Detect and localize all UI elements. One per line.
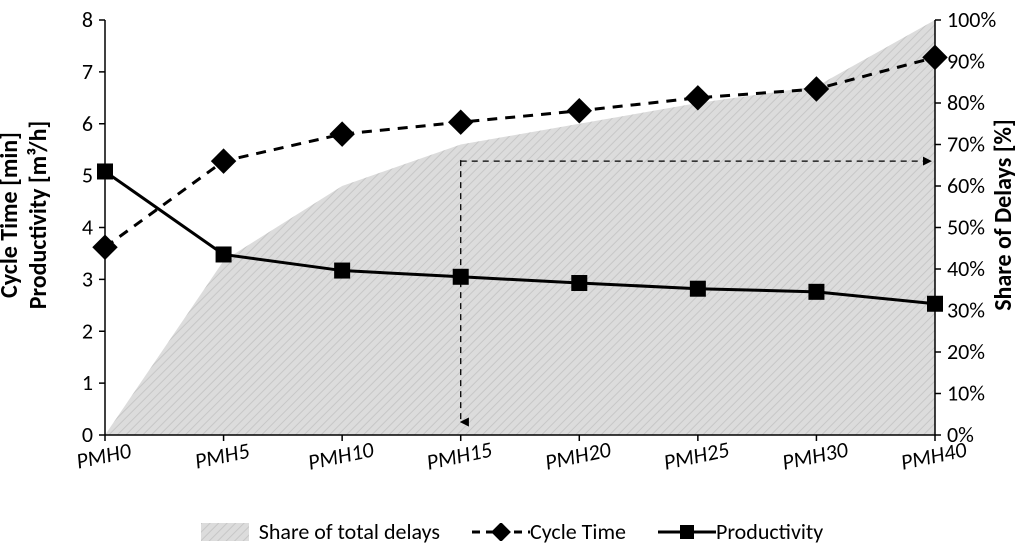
y-right-axis-label-text: Share of Delays [%]	[990, 119, 1019, 311]
y-right-tick-label: 70%	[947, 131, 985, 158]
legend-item-cycle: Cycle Time	[472, 518, 626, 545]
marker-diamond	[329, 121, 354, 146]
x-tick-label: PMH15	[424, 436, 494, 476]
y-left-tick-label: 7	[82, 58, 93, 85]
chart-svg: 0123456780%10%20%30%40%50%60%70%80%90%10…	[0, 0, 1024, 551]
marker-diamond	[211, 148, 236, 173]
legend-swatch-prod	[658, 523, 706, 541]
y-left-tick-label: 8	[82, 6, 93, 33]
x-tick-label: PMH25	[661, 436, 731, 476]
y-left-tick-label: 1	[82, 369, 93, 396]
y-right-tick-label: 60%	[947, 172, 985, 199]
marker-square	[97, 163, 113, 179]
legend-item-prod: Productivity	[658, 518, 823, 545]
y-left-tick-label: 4	[82, 214, 93, 241]
y-right-tick-label: 100%	[947, 6, 996, 33]
marker-square	[453, 269, 469, 285]
y-left-tick-label: 2	[82, 317, 93, 344]
marker-diamond	[567, 98, 592, 123]
marker-square	[571, 275, 587, 291]
y-right-axis-label: Share of Delays [%]	[990, 119, 1019, 311]
legend-swatch-cycle	[472, 523, 520, 541]
chart-container: Cycle Time [min]Productivity [m³/h] Shar…	[0, 0, 1024, 551]
y-left-tick-label: 5	[82, 162, 93, 189]
marker-square	[927, 296, 943, 312]
x-tick-label: PMH20	[543, 435, 614, 475]
marker-square	[334, 263, 350, 279]
legend-item-share: Share of total delays	[201, 518, 440, 545]
y-right-tick-label: 50%	[947, 214, 985, 241]
marker-square	[690, 281, 706, 297]
legend-label-prod: Productivity	[716, 518, 823, 545]
y-right-tick-label: 20%	[947, 338, 985, 365]
legend: Share of total delays Cycle Time Product…	[0, 518, 1024, 545]
y-left-axis-label-text: Cycle Time [min]Productivity [m³/h]	[0, 121, 53, 310]
x-tick-label: PMH40	[898, 435, 969, 475]
x-tick-label: PMH10	[305, 435, 376, 475]
x-tick-label: PMH5	[192, 437, 251, 475]
legend-swatch-share	[201, 523, 249, 541]
y-right-tick-label: 30%	[947, 297, 985, 324]
marker-square	[808, 284, 824, 300]
marker-diamond	[92, 234, 117, 259]
y-right-tick-label: 40%	[947, 255, 985, 282]
legend-label-share: Share of total delays	[259, 518, 440, 545]
y-right-tick-label: 90%	[947, 48, 985, 75]
legend-label-cycle: Cycle Time	[530, 518, 626, 545]
marker-square	[216, 246, 232, 262]
y-left-tick-label: 6	[82, 110, 93, 137]
y-left-axis-label: Cycle Time [min]Productivity [m³/h]	[0, 121, 53, 310]
marker-diamond	[448, 109, 473, 134]
y-left-tick-label: 3	[82, 265, 93, 292]
y-right-tick-label: 10%	[947, 380, 985, 407]
x-tick-label: PMH30	[780, 435, 851, 475]
y-right-tick-label: 80%	[947, 89, 985, 116]
